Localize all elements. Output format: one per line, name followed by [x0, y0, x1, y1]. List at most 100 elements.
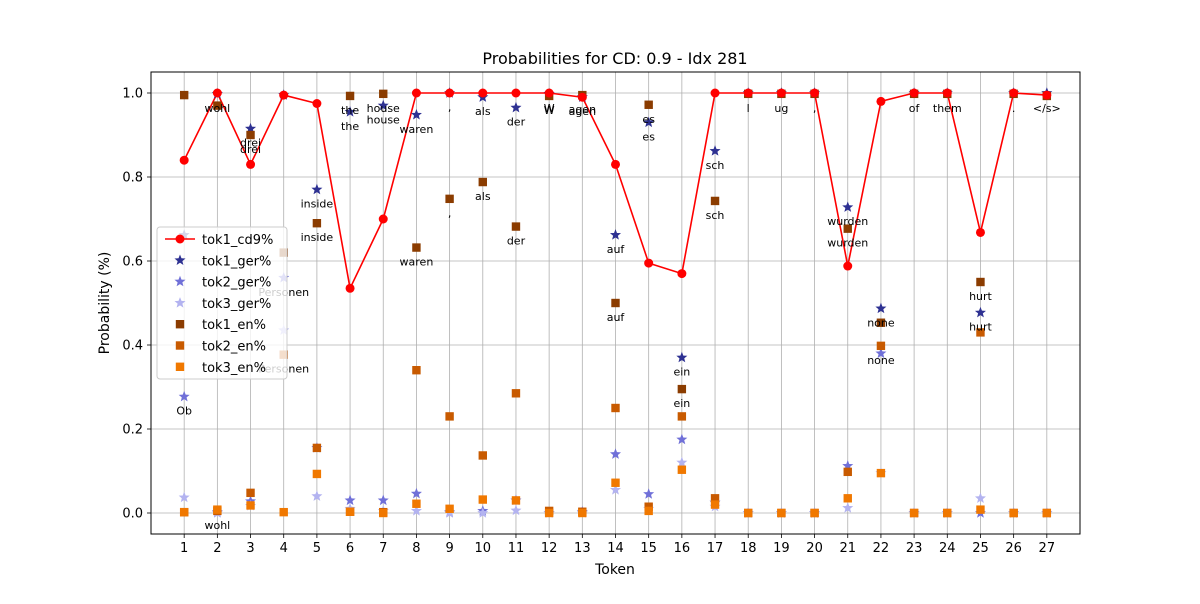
data-point-tok1-ger: [344, 106, 356, 117]
data-point-tok1-en: [412, 243, 421, 252]
annotation-label: auf: [607, 243, 626, 256]
annotation-label: the: [341, 120, 359, 133]
data-point-tok3-en: [611, 478, 620, 487]
data-point-tok1-cd9: [876, 96, 886, 106]
data-point-tok1-en: [511, 222, 521, 231]
legend-label: tok1_ger%: [202, 254, 271, 269]
x-tick-label: 11: [508, 541, 525, 556]
data-point-tok1-cd9: [478, 88, 488, 98]
y-axis-label: Probability (%): [97, 252, 113, 355]
data-point-tok1-ger: [609, 229, 622, 240]
x-tick-label: 10: [475, 541, 492, 556]
data-point-tok2-ger: [377, 494, 389, 506]
data-point-tok3-en: [445, 504, 454, 513]
annotation-label: of: [909, 102, 921, 115]
data-point-tok2-ger: [875, 347, 887, 359]
annotation-label: agen: [569, 103, 596, 116]
legend-marker: [174, 275, 186, 287]
data-point-tok1-cd9: [378, 214, 388, 224]
data-point-tok1-cd9: [345, 283, 355, 293]
data-point-tok1-cd9: [544, 88, 554, 98]
data-point-tok1-cd9: [677, 269, 687, 279]
legend-label: tok2_ger%: [202, 276, 271, 291]
data-point-tok3-en: [843, 494, 852, 503]
marker-layer: [178, 87, 1053, 518]
data-point-tok1-en: [345, 91, 355, 101]
data-point-tok1-cd9: [1009, 88, 1019, 98]
x-axis-label: Token: [594, 562, 635, 578]
data-point-tok2-ger: [609, 448, 622, 459]
x-tick-label: 6: [346, 541, 354, 556]
data-point-tok3-ger: [410, 505, 422, 516]
annotation-label: drei: [240, 143, 261, 156]
x-tick-label: 9: [445, 541, 453, 556]
x-tick-label: 2: [213, 541, 221, 556]
y-tick-label: 0.0: [122, 507, 143, 522]
legend-marker: [175, 362, 185, 371]
x-tick-label: 3: [246, 541, 254, 556]
data-point-tok1-cd9: [743, 88, 753, 98]
y-tick-label: 0.2: [122, 423, 143, 438]
data-point-tok1-ger: [410, 109, 422, 120]
legend-marker: [175, 234, 185, 244]
x-tick-label: 23: [906, 541, 923, 556]
data-point-tok3-en: [312, 469, 322, 479]
data-point-tok2-en: [677, 412, 687, 421]
data-point-tok3-en: [246, 501, 255, 510]
annotation-label: sch: [706, 209, 725, 222]
data-point-tok3-ger: [477, 507, 489, 518]
data-point-tok3-en: [279, 507, 288, 517]
data-point-tok1-en: [179, 90, 189, 100]
annotation-label: inside: [301, 198, 334, 211]
annotation-label: the: [341, 104, 359, 117]
x-tick-label: 18: [740, 541, 757, 556]
x-tick-label: 15: [640, 541, 657, 556]
data-point-tok3-en: [511, 496, 521, 505]
data-point-tok3-en: [578, 508, 587, 518]
annotation-label: them: [933, 102, 962, 115]
data-point-tok1-ger: [311, 183, 323, 195]
data-point-tok1-cd9: [212, 88, 222, 98]
data-point-tok1-en: [677, 384, 687, 394]
annotation-label: wurden: [827, 237, 868, 250]
data-point-tok1-en: [312, 219, 322, 228]
annotation-label: W: [544, 104, 555, 117]
y-tick-label: 0.6: [122, 255, 143, 270]
data-point-tok1-en: [445, 194, 454, 204]
data-point-tok2-ger: [842, 460, 854, 471]
data-point-tok1-cd9: [1042, 90, 1052, 100]
data-point-tok3-en: [710, 500, 720, 509]
data-point-tok1-ger: [709, 145, 721, 156]
data-point-tok2-en: [445, 412, 454, 421]
x-tick-label: 27: [1039, 541, 1056, 556]
data-point-tok3-ger: [510, 504, 522, 516]
data-point-tok2-ger: [643, 488, 655, 499]
data-point-tok1-cd9: [942, 88, 952, 98]
data-point-tok1-cd9: [411, 88, 421, 98]
legend-label: tok3_en%: [202, 361, 266, 376]
annotation-label: ein: [673, 397, 690, 410]
data-point-tok1-ger: [842, 201, 854, 212]
data-point-tok3-en: [412, 499, 421, 508]
annotation-label: ug: [774, 102, 788, 115]
data-point-tok1-en: [213, 101, 222, 110]
data-point-tok3-en: [345, 507, 355, 516]
annotation-label: none: [867, 316, 895, 329]
data-point-tok1-cd9: [810, 88, 820, 98]
data-point-tok1-ger: [643, 116, 655, 128]
annotation-label: ,: [448, 207, 452, 220]
data-point-tok3-en: [810, 508, 819, 518]
annotation-label: auf: [607, 311, 626, 324]
data-point-tok3-en: [1042, 508, 1052, 518]
annotation-label: ,: [448, 101, 452, 114]
annotation-label: hurt: [969, 321, 992, 334]
legend-label: tok1_cd9%: [202, 233, 273, 248]
data-point-tok2-ger: [410, 487, 422, 499]
data-point-tok3-en: [943, 508, 952, 518]
data-point-tok3-ger: [676, 456, 688, 468]
data-point-tok1-en: [710, 196, 720, 206]
y-tick-label: 1.0: [122, 87, 143, 102]
annotation-label: ,: [813, 102, 817, 115]
data-point-tok2-en: [843, 467, 852, 477]
